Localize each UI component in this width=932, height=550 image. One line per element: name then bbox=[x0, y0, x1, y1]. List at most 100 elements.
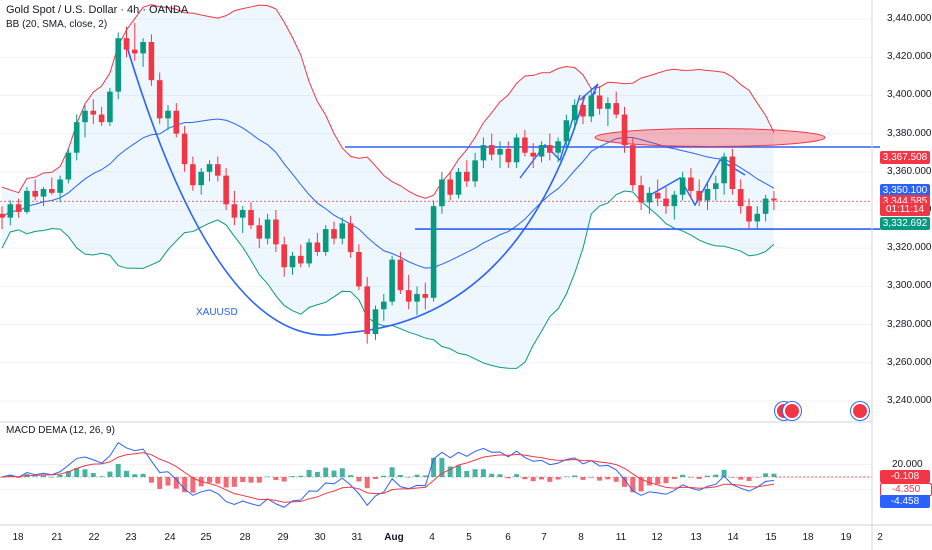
candle bbox=[132, 22, 138, 62]
macd-histogram-bar bbox=[514, 474, 520, 477]
candle bbox=[49, 177, 55, 195]
macd-histogram-bar bbox=[763, 473, 769, 477]
time-axis-label: 14 bbox=[727, 532, 739, 543]
macd-histogram-bar bbox=[323, 467, 329, 477]
macd-histogram-bar bbox=[696, 477, 702, 479]
time-axis-label: 29 bbox=[277, 532, 289, 543]
price-tag: 3,332.692 bbox=[880, 217, 930, 231]
candle bbox=[206, 160, 213, 182]
candle bbox=[306, 238, 312, 268]
macd-tag: -4.350 bbox=[880, 482, 932, 496]
price-axis-label: 3,280.000 bbox=[887, 318, 932, 330]
candle bbox=[414, 286, 420, 315]
candle bbox=[505, 141, 512, 168]
candle bbox=[621, 106, 628, 153]
price-axis-label: 3,260.000 bbox=[887, 356, 932, 368]
news-icon[interactable] bbox=[851, 402, 869, 420]
candle bbox=[646, 187, 653, 214]
price-axis-label: 3,420.000 bbox=[887, 51, 932, 63]
macd-histogram-bar bbox=[348, 475, 354, 477]
candle bbox=[239, 206, 246, 233]
candle bbox=[713, 175, 719, 201]
macd-histogram-bar bbox=[638, 477, 644, 492]
candle bbox=[671, 190, 678, 220]
candle bbox=[289, 252, 296, 275]
macd-histogram-bar bbox=[298, 475, 304, 477]
candle bbox=[298, 244, 304, 268]
candle bbox=[15, 198, 22, 218]
macd-histogram-bar bbox=[339, 468, 345, 477]
candle bbox=[82, 105, 88, 138]
macd-histogram-bar bbox=[655, 477, 661, 485]
macd-pane bbox=[0, 441, 872, 508]
macd-histogram-bar bbox=[489, 473, 495, 477]
candle bbox=[447, 171, 453, 201]
macd-histogram-bar bbox=[281, 477, 287, 482]
candle bbox=[538, 141, 545, 163]
price-axis-label: 3,320.000 bbox=[887, 242, 932, 254]
news-icon[interactable] bbox=[783, 402, 801, 420]
candle bbox=[389, 255, 395, 306]
candle bbox=[464, 160, 470, 188]
macd-histogram-bar bbox=[223, 477, 229, 488]
time-axis-label: 13 bbox=[690, 532, 702, 543]
candle bbox=[571, 99, 578, 130]
macd-histogram-bar bbox=[547, 477, 553, 482]
macd-histogram-bar bbox=[713, 474, 719, 477]
price-axis-label: 3,360.000 bbox=[887, 165, 932, 177]
candle bbox=[107, 87, 113, 126]
macd-histogram-bar bbox=[373, 477, 378, 480]
macd-histogram-bar bbox=[115, 464, 121, 477]
candle bbox=[721, 152, 727, 195]
macd-histogram-bar bbox=[422, 475, 428, 477]
macd-histogram-bar bbox=[539, 477, 544, 480]
macd-histogram-bar bbox=[140, 473, 146, 477]
candle bbox=[762, 194, 769, 222]
candle bbox=[273, 210, 279, 252]
candles bbox=[0, 22, 777, 344]
macd-histogram-bar bbox=[688, 477, 694, 478]
candle bbox=[372, 305, 379, 340]
candle bbox=[140, 38, 146, 67]
price-tag: 3,367.508 bbox=[880, 150, 930, 164]
candle bbox=[90, 99, 97, 125]
macd-histogram-bar bbox=[480, 469, 486, 477]
candle bbox=[530, 143, 536, 168]
macd-histogram-bar bbox=[74, 467, 80, 477]
candle bbox=[173, 103, 180, 138]
macd-histogram-bar bbox=[472, 469, 478, 477]
candle bbox=[737, 179, 744, 214]
candle bbox=[663, 187, 669, 214]
macd-histogram-bar bbox=[406, 476, 412, 478]
time-axis-label: 19 bbox=[840, 532, 852, 543]
macd-histogram-bar bbox=[290, 476, 295, 477]
time-axis-label: 28 bbox=[239, 532, 251, 543]
time-axis-label: 6 bbox=[505, 532, 511, 543]
candle bbox=[181, 126, 188, 172]
bb-indicator-label[interactable]: BB (20, SMA, close, 2) bbox=[6, 19, 108, 30]
price-axis-label: 3,240.000 bbox=[887, 394, 932, 406]
candle bbox=[605, 97, 611, 126]
candle bbox=[679, 171, 686, 201]
macd-histogram-bar bbox=[124, 470, 129, 477]
time-axis-label: 21 bbox=[51, 532, 63, 543]
price-axis-label: 3,440.000 bbox=[887, 13, 932, 25]
macd-histogram-bar bbox=[572, 475, 578, 477]
time-axis-label: 30 bbox=[314, 532, 326, 543]
trendlines bbox=[0, 39, 880, 336]
macd-histogram-bar bbox=[597, 477, 603, 481]
macd-indicator-label[interactable]: MACD DEMA (12, 26, 9) bbox=[6, 425, 115, 436]
candle bbox=[455, 168, 462, 199]
price-axis-label: 3,380.000 bbox=[887, 127, 932, 139]
time-axis-label: 15 bbox=[765, 532, 777, 543]
macd-histogram-bar bbox=[265, 476, 271, 478]
candle bbox=[0, 206, 5, 230]
time-axis-label: 11 bbox=[615, 532, 627, 543]
macd-histogram-bar bbox=[505, 477, 511, 479]
candle bbox=[696, 179, 702, 207]
macd-histogram-bar bbox=[671, 477, 677, 480]
macd-histogram-bar bbox=[663, 477, 669, 484]
macd-histogram-bar bbox=[331, 470, 337, 477]
